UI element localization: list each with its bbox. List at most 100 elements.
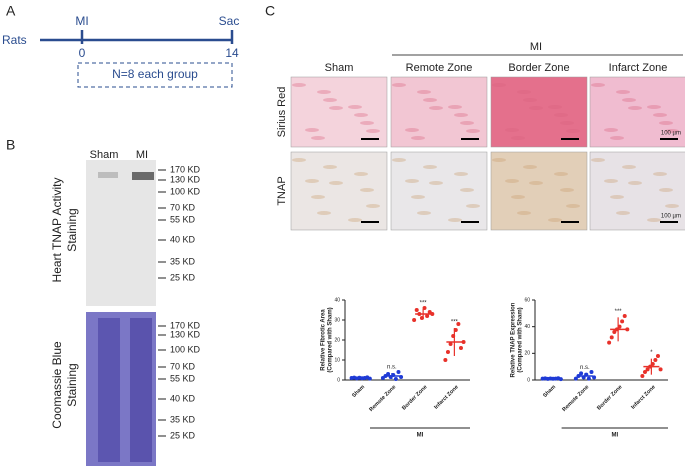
stain-label: Staining (65, 208, 79, 251)
data-point (456, 322, 461, 326)
texture (529, 106, 543, 110)
texture (560, 188, 574, 192)
y-axis-label: Relative Fibrotic Area (321, 309, 327, 371)
texture (622, 98, 636, 102)
texture (466, 129, 480, 133)
texture (354, 172, 368, 176)
x-tick-label: Infarct Zone (630, 384, 657, 411)
texture (392, 158, 406, 162)
texture (423, 165, 437, 169)
significance: n.s. (580, 365, 590, 371)
texture (523, 165, 537, 169)
texture (665, 129, 679, 133)
marker-label: 100 KD (170, 344, 201, 354)
y-tick-label: 40 (334, 297, 340, 303)
texture (560, 121, 574, 125)
timeline-day: 14 (225, 46, 239, 60)
texture (311, 195, 325, 199)
texture (411, 195, 425, 199)
texture (610, 136, 624, 140)
data-point (412, 318, 417, 322)
x-tick-label: Remote Zone (368, 384, 397, 413)
data-point (430, 312, 435, 316)
texture (429, 181, 443, 185)
y-axis-label: Relative TNAP Expression (511, 302, 517, 377)
timeline-event: MI (75, 14, 88, 28)
data-point (443, 358, 448, 362)
data-point (653, 358, 658, 362)
significance: *** (420, 301, 428, 307)
texture (411, 136, 425, 140)
lane (130, 318, 152, 462)
texture (417, 90, 431, 94)
micrograph (490, 151, 588, 231)
data-point (396, 370, 401, 374)
lane (98, 318, 120, 462)
texture (348, 218, 362, 222)
data-point (612, 330, 617, 334)
data-point (607, 340, 612, 345)
texture (659, 121, 673, 125)
texture (665, 204, 679, 208)
texture (610, 195, 624, 199)
marker-label: 100 KD (170, 186, 201, 196)
texture (492, 158, 506, 162)
texture (591, 83, 605, 87)
marker-label: 170 KD (170, 164, 201, 174)
texture (659, 188, 673, 192)
activity-gel (86, 160, 156, 306)
y-tick-label: 30 (334, 317, 340, 323)
texture (460, 121, 474, 125)
data-point (592, 375, 597, 380)
data-point (445, 350, 450, 354)
row-label: Sirius Red (276, 87, 288, 138)
data-point (645, 367, 650, 372)
band (132, 172, 154, 180)
y-axis-label: (Compared with Sham) (328, 307, 334, 372)
micrograph (390, 151, 488, 231)
x-tick-label: Sham (542, 384, 557, 399)
texture (366, 129, 380, 133)
panel-letter: A (6, 3, 16, 19)
texture (517, 90, 531, 94)
texture (317, 211, 331, 215)
data-point (625, 327, 630, 332)
texture (323, 98, 337, 102)
x-tick-label: Border Zone (596, 384, 623, 411)
texture (305, 128, 319, 132)
texture (366, 204, 380, 208)
texture (604, 128, 618, 132)
micrograph (589, 76, 685, 148)
marker-label: 170 KD (170, 320, 201, 330)
micrograph (290, 76, 388, 148)
texture (360, 121, 374, 125)
data-point (620, 319, 625, 324)
significance: * (650, 350, 653, 356)
texture (628, 181, 642, 185)
panel-letter: B (6, 137, 15, 153)
texture (511, 136, 525, 140)
texture (405, 128, 419, 132)
marker-label: 35 KD (170, 256, 196, 266)
stain-label: Heart TNAP Activity (50, 178, 64, 283)
texture (448, 218, 462, 222)
data-point (461, 340, 466, 344)
texture (311, 136, 325, 140)
data-point (573, 376, 578, 381)
note: N=8 each group (112, 67, 198, 81)
texture (392, 83, 406, 87)
timeline-label: Rats (2, 33, 27, 47)
data-point (414, 308, 419, 312)
texture (323, 165, 337, 169)
lane-label: Sham (90, 149, 119, 161)
x-tick-label: Border Zone (401, 384, 428, 411)
texture (348, 105, 362, 109)
texture (653, 172, 667, 176)
marker-label: 130 KD (170, 174, 201, 184)
texture (616, 90, 630, 94)
texture (591, 158, 605, 162)
texture (360, 188, 374, 192)
y-tick-label: 0 (337, 377, 340, 383)
data-point (658, 367, 663, 372)
